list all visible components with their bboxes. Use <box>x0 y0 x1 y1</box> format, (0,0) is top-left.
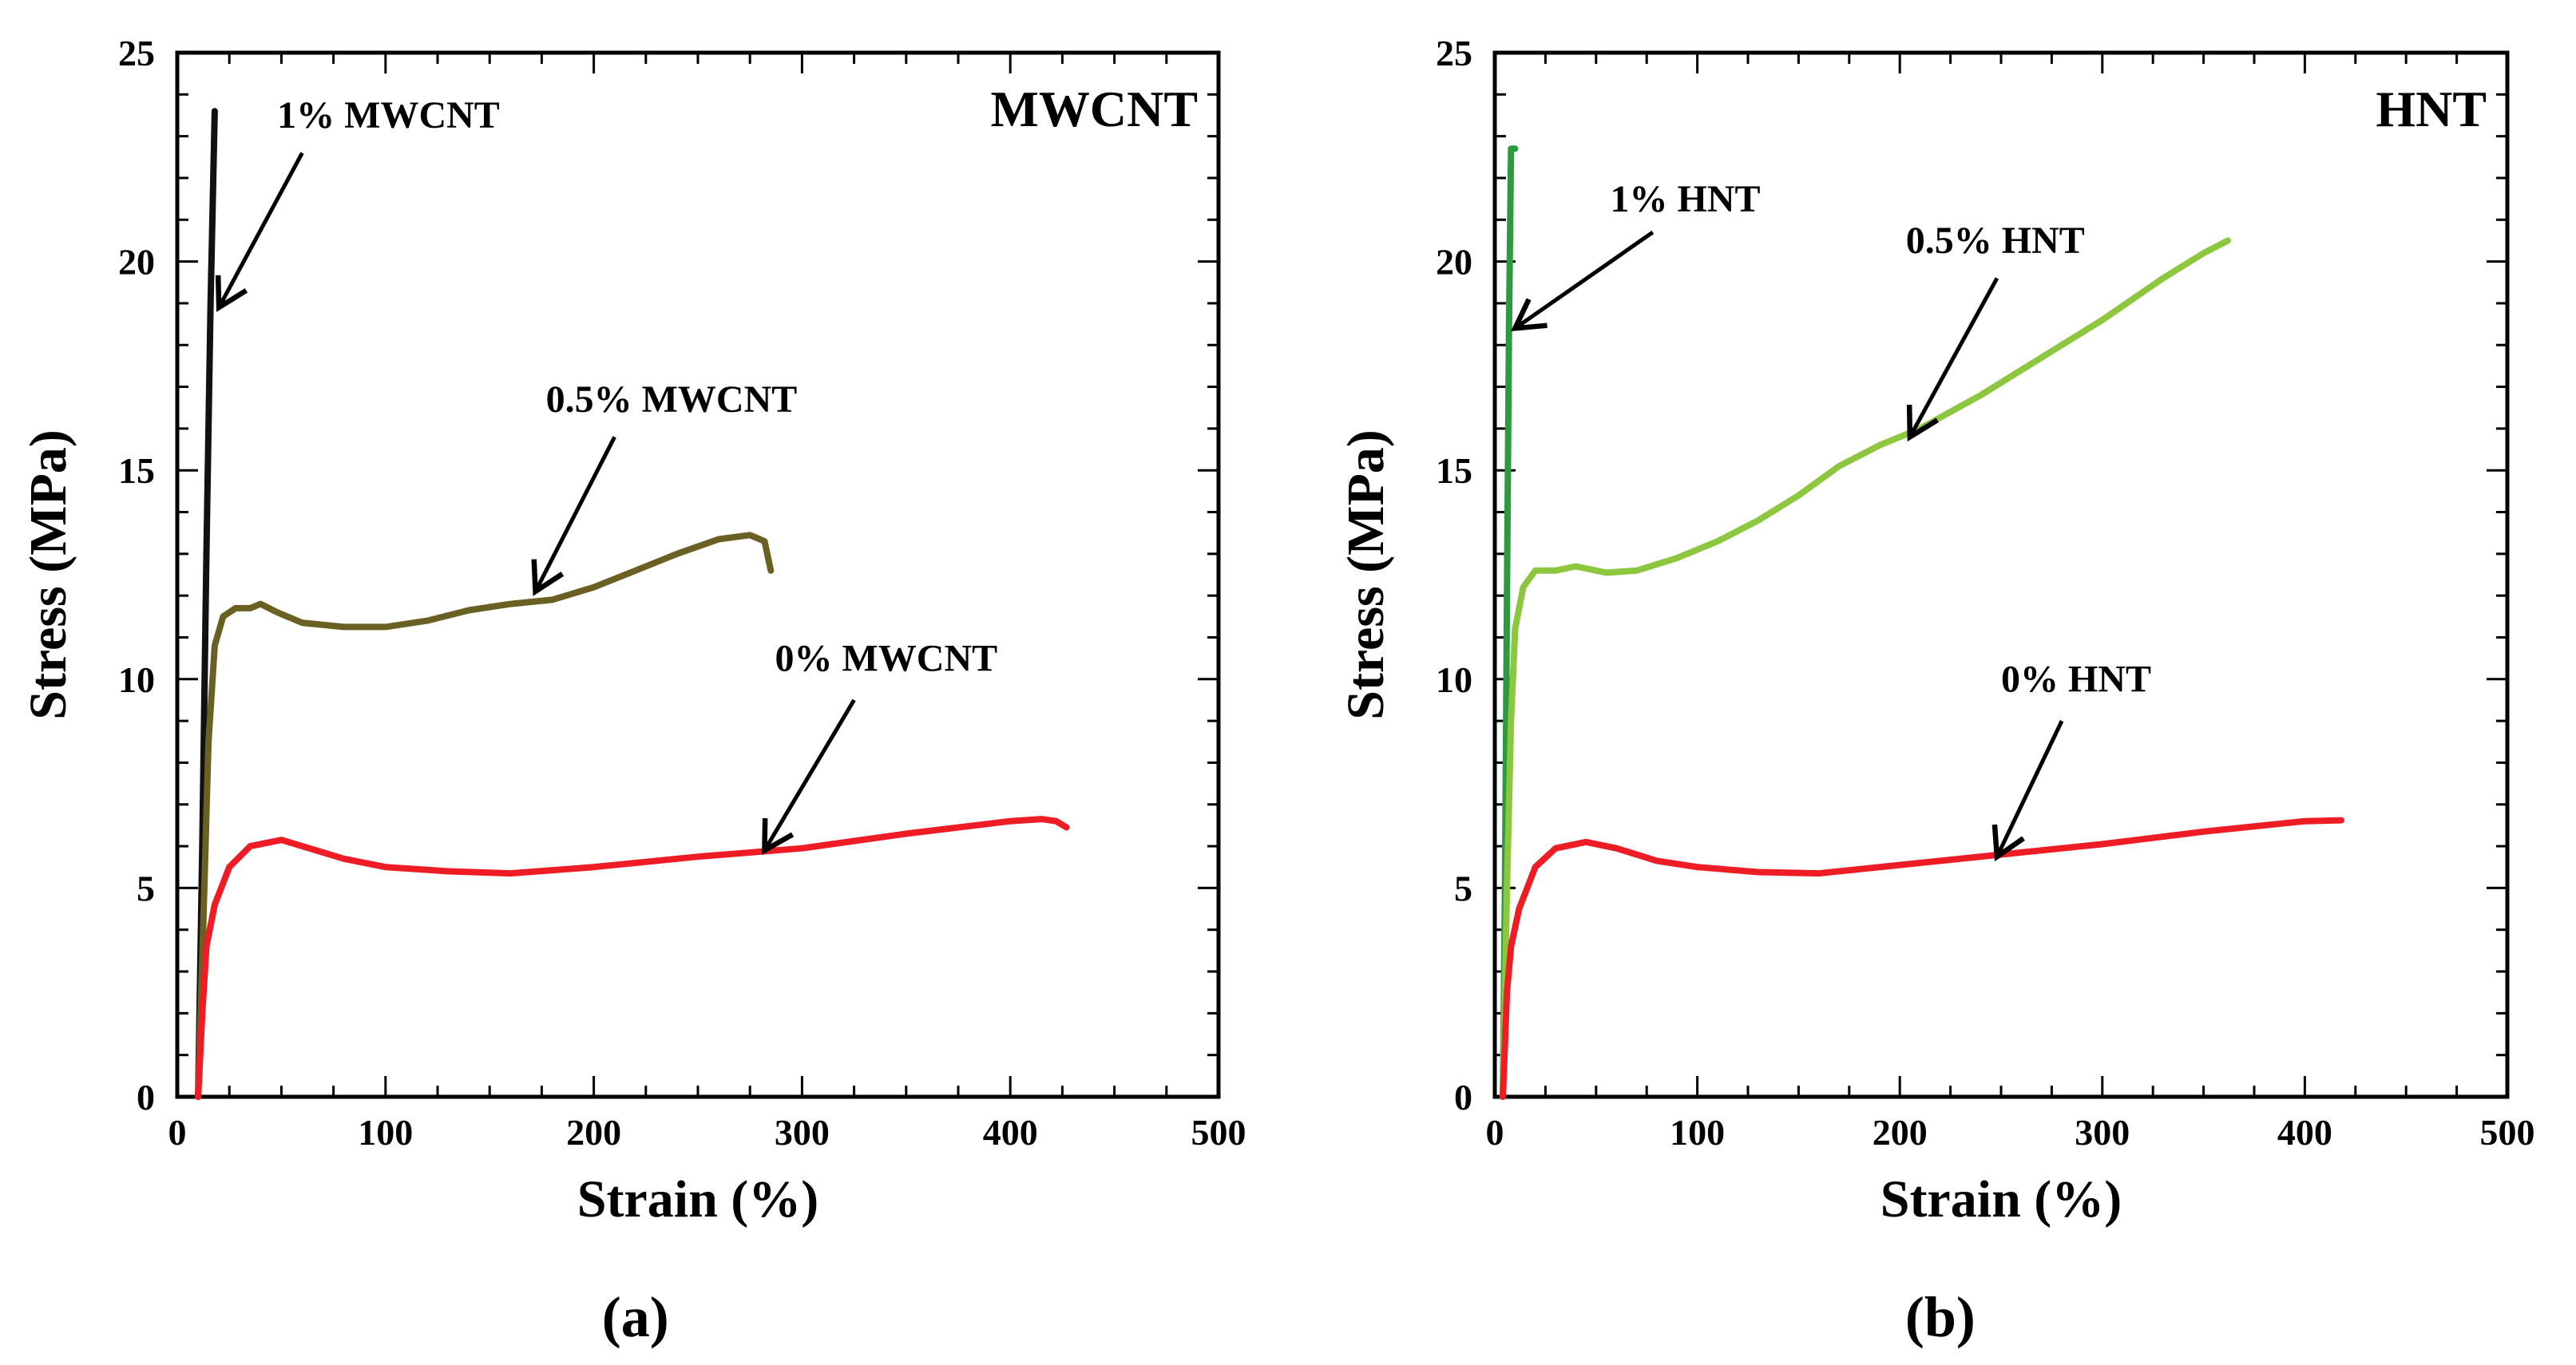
series-line-a-2 <box>195 816 1070 1100</box>
x-axis-label-a: Strain (%) <box>577 1170 818 1228</box>
x-tick-label: 400 <box>983 1112 1038 1153</box>
plot-frame-a <box>175 50 1221 1099</box>
annotation-label: 0.5% HNT <box>1906 220 2085 262</box>
x-tick-label: 300 <box>775 1112 830 1153</box>
plot-area-a: 1% MWCNT 0.5% MWCNT 0% MWCNT MWCNT <box>175 50 1221 1100</box>
x-tick-label: 200 <box>1873 1112 1928 1153</box>
x-tick-label: 0 <box>168 1112 187 1153</box>
x-tick-label: 500 <box>1191 1112 1246 1153</box>
annotation-arrow <box>531 436 616 596</box>
x-axis-label-b: Strain (%) <box>1880 1170 2122 1228</box>
annotation-label: 1% MWCNT <box>277 94 500 136</box>
x-tick-label: 400 <box>2277 1112 2332 1153</box>
y-tick-label: 25 <box>118 33 155 73</box>
y-axis-label-b: Stress (MPa) <box>1337 429 1395 720</box>
annotation-label: 1% HNT <box>1611 178 1761 220</box>
y-tick-label: 15 <box>1436 450 1472 491</box>
annotation-arrow <box>1991 720 2064 862</box>
x-tick-label: 100 <box>358 1112 413 1153</box>
plot-area-b: 1% HNT 0.5% HNT 0% HNT HNT <box>1492 50 2510 1100</box>
ticks-a <box>176 51 1220 1098</box>
y-tick-label: 0 <box>1454 1077 1472 1118</box>
x-tick-labels-a: 0 100 200 300 400 500 <box>168 1112 1246 1153</box>
y-tick-label: 15 <box>118 450 155 491</box>
x-tick-label: 300 <box>2075 1112 2130 1153</box>
annotation-arrow <box>762 698 856 855</box>
series-line-b-2 <box>1500 817 2344 1100</box>
series-line-b-1 <box>1500 237 2231 1100</box>
chart-title-a: MWCNT <box>990 81 1198 137</box>
annotation-label: 0% HNT <box>2001 658 2151 700</box>
panel-label-b: (b) <box>1905 1285 1976 1349</box>
x-tick-label: 500 <box>2480 1112 2535 1153</box>
panel-label-a: (a) <box>602 1285 669 1349</box>
x-tick-label: 200 <box>566 1112 621 1153</box>
y-tick-labels-b: 0 5 10 15 20 25 <box>1436 33 1472 1118</box>
annotation-arrow <box>1906 277 1999 442</box>
series-group-b <box>1500 145 2344 1100</box>
y-tick-label: 20 <box>1436 242 1472 283</box>
y-tick-label: 10 <box>1436 659 1472 700</box>
chart-title-b: HNT <box>2376 81 2487 137</box>
series-group-a <box>195 108 1070 1100</box>
y-tick-label: 5 <box>137 868 155 908</box>
x-tick-label: 0 <box>1486 1112 1504 1153</box>
annotation-label: 0% MWCNT <box>775 637 997 679</box>
y-tick-label: 0 <box>137 1077 155 1118</box>
x-tick-label: 100 <box>1670 1112 1725 1153</box>
annotation-arrow <box>1510 230 1655 332</box>
annotation-label: 0.5% MWCNT <box>546 378 798 421</box>
annotations-a: 1% MWCNT 0.5% MWCNT 0% MWCNT <box>215 94 997 855</box>
x-tick-labels-b: 0 100 200 300 400 500 <box>1486 1112 2535 1153</box>
y-axis-label-a: Stress (MPa) <box>19 429 77 720</box>
y-tick-labels-a: 0 5 10 15 20 25 <box>118 33 155 1118</box>
annotations-b: 1% HNT 0.5% HNT 0% HNT <box>1510 178 2151 862</box>
series-line-a-1 <box>195 532 775 1100</box>
y-tick-label: 25 <box>1436 33 1472 73</box>
y-tick-label: 20 <box>118 242 155 283</box>
annotation-arrow <box>215 152 304 312</box>
y-tick-label: 10 <box>118 659 155 700</box>
y-tick-label: 5 <box>1454 868 1472 908</box>
